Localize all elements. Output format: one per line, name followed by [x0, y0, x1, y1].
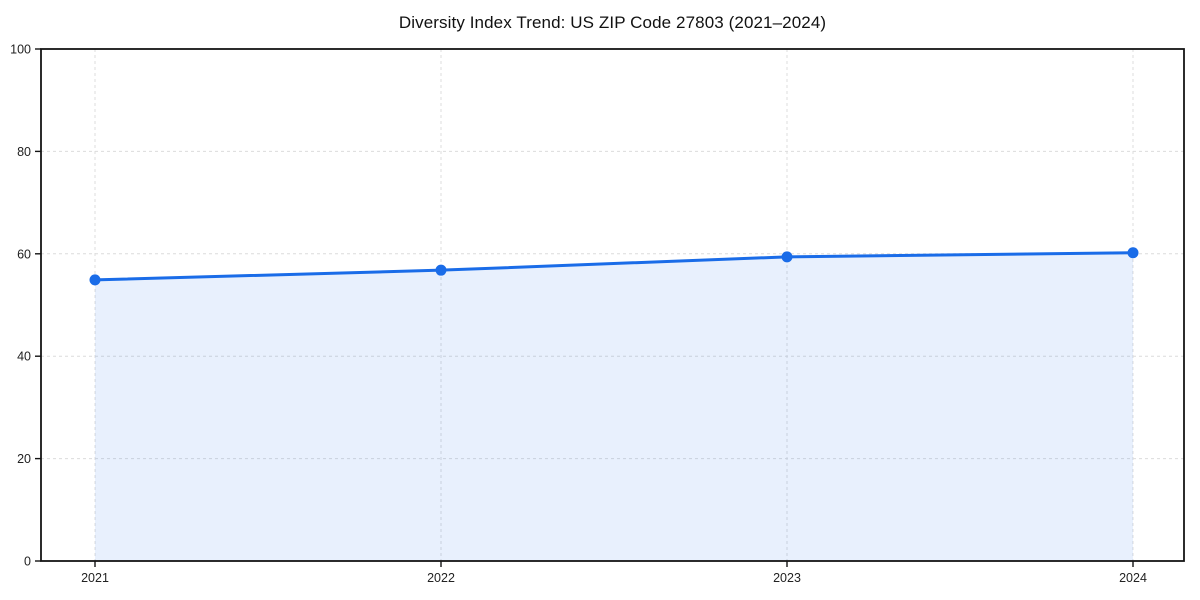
x-tick-label: 2022 — [427, 571, 455, 585]
y-tick-label: 100 — [10, 43, 31, 57]
data-point — [89, 274, 101, 286]
x-tick-label: 2021 — [81, 571, 109, 585]
y-tick-label: 60 — [17, 247, 31, 261]
y-tick-label: 40 — [17, 350, 31, 364]
x-tick-label: 2024 — [1119, 571, 1147, 585]
y-tick-label: 20 — [17, 452, 31, 466]
y-tick-label: 0 — [24, 555, 31, 569]
plot-border — [40, 48, 1185, 562]
series-line — [93, 251, 1135, 282]
x-tick-label: 2023 — [773, 571, 801, 585]
data-point — [781, 251, 793, 263]
y-tick-label: 80 — [17, 145, 31, 159]
area-fill — [95, 252, 1133, 561]
data-point — [435, 264, 447, 276]
chart-title: Diversity Index Trend: US ZIP Code 27803… — [398, 13, 827, 32]
data-point — [1127, 247, 1139, 259]
